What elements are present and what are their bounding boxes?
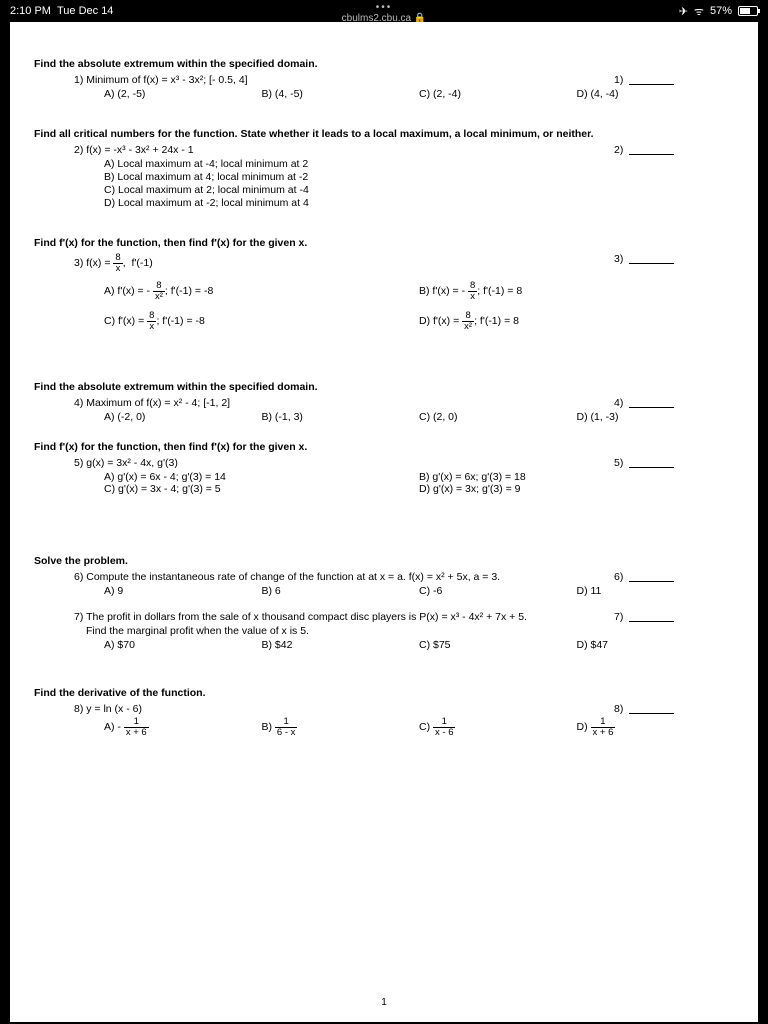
option-c: C) Local maximum at 2; local minimum at … <box>104 184 734 196</box>
status-bar: 2:10 PM Tue Dec 14 ••• cbulms2.cbu.ca 🔒 … <box>0 0 768 22</box>
option-a: A) g'(x) = 6x - 4; g'(3) = 14 <box>104 471 419 483</box>
battery-pct: 57% <box>710 5 732 17</box>
options-row: A) (-2, 0) B) (-1, 3) C) (2, 0) D) (1, -… <box>104 411 734 423</box>
option-a: A) (2, -5) <box>104 88 262 100</box>
option-b: B) g'(x) = 6x; g'(3) = 18 <box>419 471 734 483</box>
option-a: A) (-2, 0) <box>104 411 262 423</box>
section-title: Find the derivative of the function. <box>34 687 734 699</box>
answer-slot-8: 8) <box>614 703 694 715</box>
question-block-6: Solve the problem. 6) 6) Compute the ins… <box>34 555 734 597</box>
option-b: B) 16 - x <box>262 717 420 737</box>
overflow-icon: ••• <box>376 2 393 13</box>
battery-icon <box>738 6 758 16</box>
option-d: D) 1x + 6 <box>577 717 735 737</box>
airplane-icon: ✈ <box>679 5 688 18</box>
option-d: D) g'(x) = 3x; g'(3) = 9 <box>419 483 734 495</box>
option-c: C) f'(x) = 8x; f'(-1) = -8 <box>104 311 419 331</box>
options-row: A) - 1x + 6 B) 16 - x C) 1x - 6 D) 1x + … <box>104 717 734 737</box>
question-block-4: Find the absolute extremum within the sp… <box>34 381 734 423</box>
option-b: B) (-1, 3) <box>262 411 420 423</box>
option-d: D) $47 <box>577 639 735 651</box>
question-block-2: Find all critical numbers for the functi… <box>34 128 734 209</box>
answer-slot-7: 7) <box>614 611 694 623</box>
option-b: B) $42 <box>262 639 420 651</box>
question-block-1: Find the absolute extremum within the sp… <box>34 58 734 100</box>
option-a: A) 9 <box>104 585 262 597</box>
option-a: A) $70 <box>104 639 262 651</box>
option-c: C) g'(x) = 3x - 4; g'(3) = 5 <box>104 483 419 495</box>
option-c: C) (2, -4) <box>419 88 577 100</box>
question-block-5: Find f'(x) for the function, then find f… <box>34 441 734 495</box>
option-a: A) f'(x) = - 8x²; f'(-1) = -8 <box>104 281 419 301</box>
section-title: Solve the problem. <box>34 555 734 567</box>
option-c: C) 1x - 6 <box>419 717 577 737</box>
section-title: Find the absolute extremum within the sp… <box>34 381 734 393</box>
option-c: C) $75 <box>419 639 577 651</box>
option-d: D) f'(x) = 8x²; f'(-1) = 8 <box>419 311 734 331</box>
option-b: B) f'(x) = - 8x; f'(-1) = 8 <box>419 281 734 301</box>
section-title: Find all critical numbers for the functi… <box>34 128 734 140</box>
question-block-3: Find f'(x) for the function, then find f… <box>34 237 734 331</box>
options-col: A) Local maximum at -4; local minimum at… <box>104 158 734 209</box>
options-row: A) (2, -5) B) (4, -5) C) (2, -4) D) (4, … <box>104 88 734 100</box>
option-d: D) Local maximum at -2; local minimum at… <box>104 197 734 209</box>
question-block-7: 7) 7) The profit in dollars from the sal… <box>34 611 734 651</box>
option-d: D) 11 <box>577 585 735 597</box>
option-b: B) 6 <box>262 585 420 597</box>
options-grid: A) g'(x) = 6x - 4; g'(3) = 14 C) g'(x) =… <box>104 471 734 495</box>
option-c: C) (2, 0) <box>419 411 577 423</box>
question-block-8: Find the derivative of the function. 8) … <box>34 687 734 737</box>
options-row: A) 9 B) 6 C) -6 D) 11 <box>104 585 734 597</box>
option-a: A) Local maximum at -4; local minimum at… <box>104 158 734 170</box>
options-grid: A) f'(x) = - 8x²; f'(-1) = -8 C) f'(x) =… <box>104 281 734 331</box>
option-d: D) (1, -3) <box>577 411 735 423</box>
option-d: D) (4, -4) <box>577 88 735 100</box>
option-b: B) (4, -5) <box>262 88 420 100</box>
section-title: Find f'(x) for the function, then find f… <box>34 237 734 249</box>
answer-slot-5: 5) <box>614 457 694 469</box>
page-number: 1 <box>381 997 387 1008</box>
question-text-2: Find the marginal profit when the value … <box>86 625 734 637</box>
section-title: Find the absolute extremum within the sp… <box>34 58 734 70</box>
option-c: C) -6 <box>419 585 577 597</box>
answer-slot-4: 4) <box>614 397 694 409</box>
options-row: A) $70 B) $42 C) $75 D) $47 <box>104 639 734 651</box>
document-page: Find the absolute extremum within the sp… <box>10 22 758 1022</box>
answer-slot-3: 3) <box>614 253 694 265</box>
wifi-icon: ᯤ <box>694 4 704 19</box>
section-title: Find f'(x) for the function, then find f… <box>34 441 734 453</box>
option-a: A) - 1x + 6 <box>104 717 262 737</box>
status-date: Tue Dec 14 <box>57 5 113 17</box>
status-time: 2:10 PM <box>10 5 51 17</box>
option-b: B) Local maximum at 4; local minimum at … <box>104 171 734 183</box>
answer-slot-2: 2) <box>614 144 694 156</box>
answer-slot-6: 6) <box>614 571 694 583</box>
answer-slot-1: 1) <box>614 74 694 86</box>
